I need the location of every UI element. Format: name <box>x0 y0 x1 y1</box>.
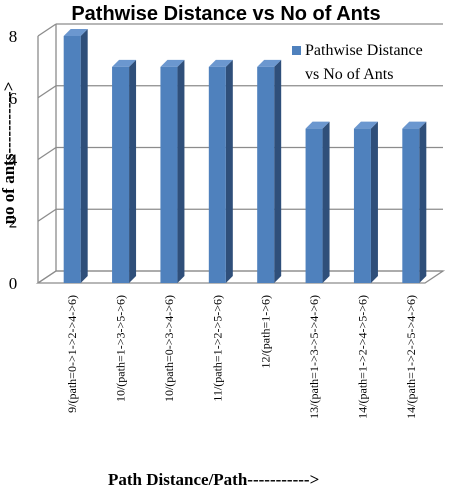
gridline-depth <box>37 208 57 222</box>
y-tick-labels: 0 2 4 6 8 <box>9 27 18 293</box>
bar-side <box>322 121 330 283</box>
bar <box>402 121 427 283</box>
chart-title: Pathwise Distance vs No of Ants <box>71 3 380 25</box>
bar-side <box>274 59 282 283</box>
bar-front <box>63 36 81 283</box>
y-tick-label: 6 <box>9 89 18 108</box>
legend-entry-line-2: vs No of Ants <box>305 66 393 83</box>
x-tick-label: 13/(path=1->3->5->4->6) <box>307 295 321 419</box>
bar-top <box>305 121 330 129</box>
y-tick-label: 4 <box>9 151 18 170</box>
x-axis-label: Path Distance/Path-----------> <box>108 470 319 488</box>
bar-side <box>225 59 233 283</box>
bar-top <box>257 59 282 67</box>
bar-side <box>129 59 137 283</box>
bar-top <box>160 59 185 67</box>
x-tick-label: 10/(path=1->3->5->6) <box>114 295 128 402</box>
bar <box>112 59 137 283</box>
gridline-depth <box>37 23 57 37</box>
legend-entry-line-1: Pathwise Distance <box>305 42 423 59</box>
bar-front <box>208 66 226 283</box>
bar <box>257 59 282 283</box>
legend: Pathwise Distance vs No of Ants <box>292 42 423 83</box>
y-tick-label: 8 <box>9 27 18 46</box>
bar-top <box>112 59 137 67</box>
bar-front <box>402 128 420 283</box>
x-tick-label: 14/(path=1->2->5->4->6) <box>404 295 418 419</box>
bar-front <box>160 66 178 283</box>
x-tick-label: 9/(path=0->1->2->4->6) <box>65 295 79 413</box>
legend-swatch <box>292 46 301 55</box>
floor <box>35 270 446 284</box>
gridline-depth <box>37 85 57 99</box>
y-axis-label: no of ants-----------> <box>0 82 18 225</box>
x-tick-label: 12/(path=1->6) <box>259 295 273 369</box>
bar-top <box>63 29 88 36</box>
axes <box>35 24 446 284</box>
bar <box>353 121 378 283</box>
y-tick-label: 0 <box>9 274 18 293</box>
bar-front <box>112 66 130 283</box>
bar-front <box>305 128 323 283</box>
bar-front <box>257 66 275 283</box>
bar-side <box>419 121 427 283</box>
gridlines <box>37 23 443 284</box>
bar <box>160 59 185 283</box>
bar-front <box>353 128 371 283</box>
x-tick-label: 14/(path=1->2->4->5->6) <box>355 295 369 419</box>
x-tick-labels: 9/(path=0->1->2->4->6) 10/(path=1->3->5->… <box>65 295 418 419</box>
bar-side <box>177 59 185 283</box>
bar-top <box>353 121 378 129</box>
bar-side <box>370 121 378 283</box>
bar <box>63 29 88 283</box>
y-tick-label: 2 <box>9 212 18 231</box>
x-tick-label: 11/(path=1->2->5->6) <box>210 295 224 402</box>
bar-top <box>402 121 427 129</box>
gridline-depth <box>37 146 57 161</box>
bar <box>305 121 330 283</box>
x-tick-label: 10/(path=0->3->4->6) <box>162 295 176 402</box>
bar <box>208 59 233 283</box>
bar-side <box>80 29 88 283</box>
bar-top <box>208 59 233 67</box>
bars <box>63 29 427 283</box>
